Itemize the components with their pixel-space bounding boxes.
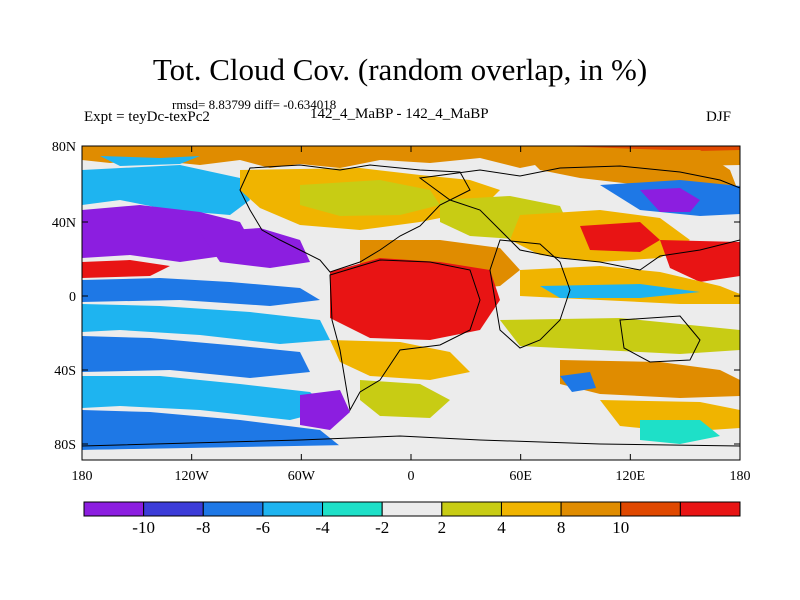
africa-outline	[489, 239, 571, 349]
colorbar-label: 10	[612, 518, 629, 537]
lon-tick-label: 60E	[509, 469, 532, 484]
npac-cyan	[82, 165, 250, 215]
anomaly-field	[82, 146, 740, 460]
season-label: DJF	[706, 109, 732, 125]
so-cyan	[82, 376, 330, 420]
colorbar-swatch	[322, 501, 383, 517]
so-east-teal	[640, 420, 720, 444]
colorbar-label: 2	[438, 518, 447, 537]
lat-tick-label: 0	[69, 290, 76, 305]
lon-tick-label: 0	[408, 469, 415, 484]
south-orange	[330, 340, 470, 380]
lat-tick-label: 40N	[52, 216, 76, 231]
s-indian-orange	[560, 360, 740, 398]
latitude-axis: 80N 40N 0 40S 80S	[52, 140, 740, 453]
colorbar-label: 8	[557, 518, 566, 537]
arctic-blue-patch	[100, 156, 200, 166]
arctic-dark-band	[560, 146, 740, 151]
spac-cyan	[82, 304, 330, 344]
far-east-red	[660, 240, 740, 282]
ne-purple	[640, 188, 700, 212]
colorbar-swatch	[143, 501, 204, 517]
s-indian-yellow	[500, 318, 740, 354]
coastlines	[82, 164, 740, 447]
south-america-outline	[329, 259, 481, 412]
eq-pac-blue	[82, 278, 320, 306]
south-yellow	[360, 380, 450, 418]
lon-tick-label: 60W	[288, 469, 316, 484]
north-america-outline	[239, 164, 471, 273]
colorbar-swatch	[560, 501, 622, 517]
so-blue	[82, 410, 340, 450]
colorbar-swatch	[83, 501, 145, 517]
longitude-axis: 180 120W 60W 0 60E 120E 180	[72, 146, 751, 484]
lat-tick-label: 40S	[54, 364, 76, 379]
colorbar-label: -10	[132, 518, 155, 537]
colorbar-label: -2	[375, 518, 389, 537]
central-yellow	[300, 180, 440, 216]
australia-outline	[619, 315, 701, 363]
pac-red-strip	[82, 260, 170, 278]
colorbar-swatch	[381, 501, 443, 517]
e-red	[580, 222, 660, 252]
eurasia-outline	[418, 165, 740, 271]
lon-tick-label: 120E	[616, 469, 646, 484]
lon-tick-label: 120W	[175, 469, 210, 484]
colorbar-label: 4	[497, 518, 506, 537]
lon-tick-label: 180	[72, 469, 93, 484]
lat-tick-label: 80S	[54, 438, 76, 453]
colorbar-label: -8	[196, 518, 210, 537]
lon-tick-label: 180	[730, 469, 751, 484]
lat-tick-label: 80N	[52, 140, 76, 155]
experiment-label: Expt = teyDc-texPc2	[84, 109, 210, 125]
so-purple	[300, 390, 350, 430]
npac-purple-east	[200, 228, 310, 268]
npac-purple	[82, 205, 250, 262]
colorbar-swatch	[262, 501, 324, 517]
tropical-red-core	[330, 258, 500, 340]
antarctic-neutral	[82, 440, 740, 460]
period-label: 142_4_MaBP - 142_4_MaBP	[310, 106, 489, 122]
colorbar-swatch	[679, 501, 741, 517]
colorbar-swatch	[500, 501, 562, 517]
antarctica-outline	[82, 435, 740, 447]
colorbar-swatch	[202, 501, 264, 517]
colorbar-swatch	[441, 501, 502, 517]
map-title: Tot. Cloud Cov. (random overlap, in %)	[152, 52, 648, 87]
colorbar-swatch	[620, 501, 681, 517]
colorbar-label: -6	[256, 518, 270, 537]
so-east-blue	[560, 372, 596, 392]
colorbar-label: -4	[315, 518, 330, 537]
indo-cyan	[540, 284, 700, 298]
colorbar: -10 -8 -6 -4 -2 2 4 8 10	[83, 501, 741, 537]
stats-line: rmsd= 8.83799 diff= -0.634018	[172, 97, 337, 112]
spac-blue	[82, 336, 310, 378]
